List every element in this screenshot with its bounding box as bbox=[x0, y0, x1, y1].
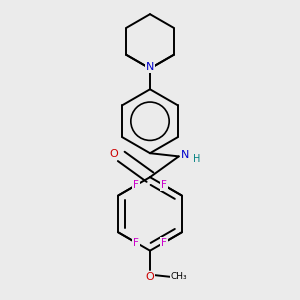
Text: F: F bbox=[161, 180, 167, 190]
Text: F: F bbox=[161, 238, 167, 248]
Text: N: N bbox=[181, 150, 190, 160]
Text: H: H bbox=[193, 154, 200, 164]
Text: O: O bbox=[146, 272, 154, 282]
Text: N: N bbox=[146, 62, 154, 72]
Text: F: F bbox=[133, 180, 139, 190]
Text: F: F bbox=[133, 238, 139, 248]
Text: O: O bbox=[110, 149, 118, 159]
Text: CH₃: CH₃ bbox=[170, 272, 187, 281]
